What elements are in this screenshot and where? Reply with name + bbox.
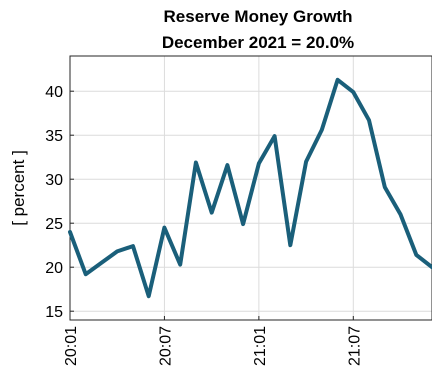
- y-axis: 15 20 25 30 35 40: [45, 84, 74, 321]
- y-tick-label: 15: [45, 304, 63, 321]
- plot-area-frame: [69, 55, 432, 321]
- y-tick-label: 20: [45, 260, 63, 277]
- y-tick-label: 25: [45, 216, 63, 233]
- x-axis: 20:01 20:07 21:01 21:07: [63, 316, 363, 366]
- x-tick-label: 21:07: [346, 326, 363, 366]
- y-axis-label: [ percent ]: [9, 150, 28, 226]
- x-tick-label: 21:01: [252, 326, 269, 366]
- x-tick-label: 20:01: [63, 326, 80, 366]
- y-tick-label: 30: [45, 172, 63, 189]
- y-tick-label: 35: [45, 128, 63, 145]
- series-line: [68, 77, 432, 299]
- chart-title: Reserve Money Growth: [164, 7, 353, 26]
- x-tick-label: 20:07: [157, 326, 174, 366]
- y-tick-label: 40: [45, 84, 63, 101]
- series-layer: [68, 77, 432, 299]
- chart-subtitle: December 2021 = 20.0%: [162, 33, 354, 52]
